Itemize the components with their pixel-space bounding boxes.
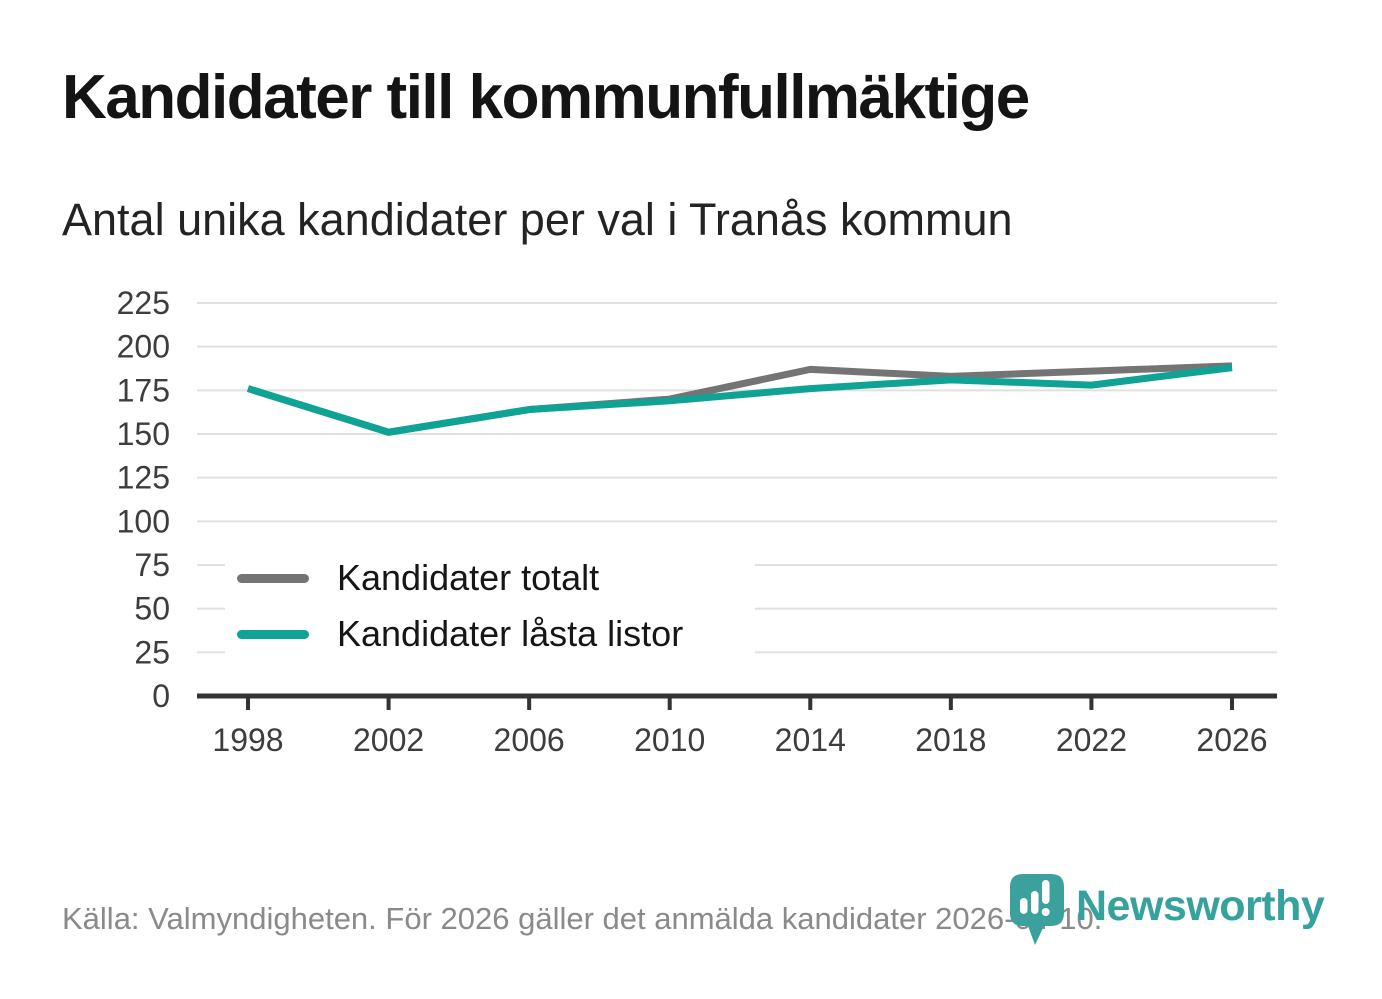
legend-label-lasta-listor: Kandidater låsta listor <box>337 613 684 654</box>
source-text: Källa: Valmyndigheten. För 2026 gäller d… <box>62 901 1103 936</box>
y-axis-label: 25 <box>134 634 170 670</box>
newsworthy-wordmark: Newsworthy <box>1076 882 1325 930</box>
x-axis-label: 2018 <box>915 722 986 758</box>
legend-item-totalt: Kandidater totalt <box>237 550 755 606</box>
legend-item-lasta-listor: Kandidater låsta listor <box>237 606 755 662</box>
line-chart: 0 25 50 75 100 125 150 175 200 225 1998 2002 2006 201… <box>117 285 1277 758</box>
legend: Kandidater totalt Kandidater låsta listo… <box>225 546 755 670</box>
newsworthy-badge-icon <box>1010 874 1064 945</box>
y-axis-label: 100 <box>117 503 170 539</box>
legend-label-totalt: Kandidater totalt <box>337 557 600 598</box>
x-axis-label: 2014 <box>775 722 846 758</box>
y-axis-label: 0 <box>152 678 170 714</box>
y-axis-label: 75 <box>134 547 170 583</box>
y-axis-label: 125 <box>117 460 170 496</box>
y-axis-label: 50 <box>134 591 170 627</box>
x-axis-label: 2026 <box>1196 722 1267 758</box>
series-line-1 <box>246 364 1233 436</box>
x-axis-label: 2002 <box>353 722 424 758</box>
x-axis-label: 2010 <box>634 722 705 758</box>
series-line-0 <box>246 362 1233 436</box>
newsworthy-logo: Newsworthy <box>1008 872 1325 948</box>
x-axis-label: 2006 <box>494 722 565 758</box>
y-axis-label: 200 <box>117 329 170 365</box>
legend-swatch-lasta-listor <box>237 629 309 639</box>
x-axis-label: 2022 <box>1056 722 1127 758</box>
y-axis-label: 150 <box>117 416 170 452</box>
y-axis-label: 225 <box>117 285 170 321</box>
y-axis-label: 175 <box>117 372 170 408</box>
x-axis-label: 1998 <box>212 722 283 758</box>
chart-title: Kandidater till kommunfullmäktige <box>62 63 1030 132</box>
chart-subtitle: Antal unika kandidater per val i Tranås … <box>62 194 1013 245</box>
legend-swatch-totalt <box>237 573 309 583</box>
